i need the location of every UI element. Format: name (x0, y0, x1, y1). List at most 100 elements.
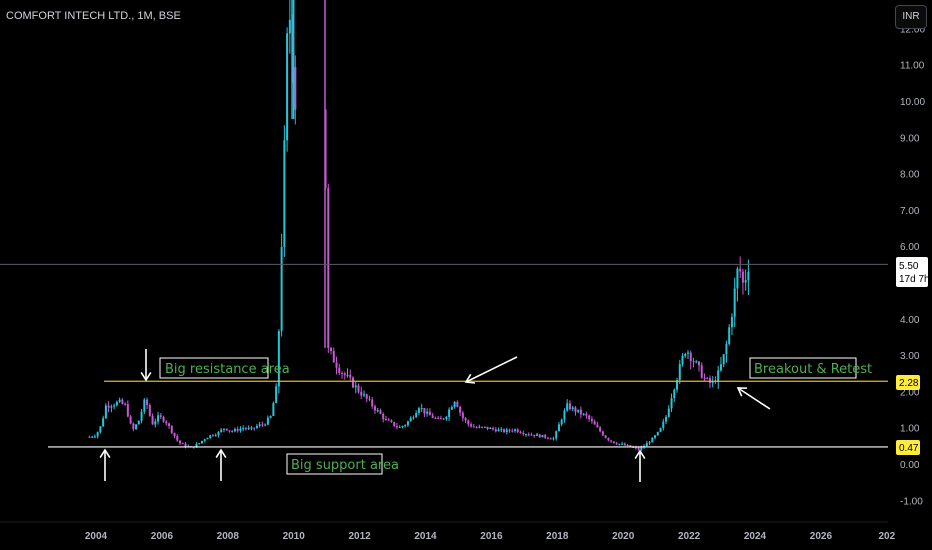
candle-body (503, 429, 506, 433)
candle-body (184, 443, 187, 447)
candle-body (568, 403, 571, 410)
candle-body (390, 420, 393, 422)
candle-body (494, 429, 497, 432)
candle-body (236, 428, 239, 431)
candle-body (697, 361, 700, 366)
candle-body (626, 445, 629, 447)
candle-body (736, 268, 739, 289)
candle-body (352, 377, 355, 388)
candle-body (445, 416, 448, 419)
candle-body (371, 399, 374, 407)
candle-body (261, 424, 264, 426)
candle-body (464, 418, 467, 421)
candle-body (384, 419, 387, 421)
candle-body (629, 445, 632, 447)
candle-body (546, 437, 549, 439)
candle-body (708, 378, 711, 383)
support-label-text: Big support area (291, 458, 399, 473)
left-arrow-icon (464, 356, 518, 384)
candle-body (231, 431, 234, 433)
candle-body (437, 418, 440, 420)
candle-body (327, 187, 330, 348)
candle-body (590, 418, 593, 422)
y-tick-label: 11.00 (900, 61, 925, 72)
candle-body (404, 425, 407, 427)
x-tick-label: 2024 (744, 531, 767, 542)
y-tick-label: 4.00 (900, 315, 920, 326)
currency-button[interactable]: INR (895, 5, 927, 29)
candle-body (656, 431, 659, 436)
candle-body (733, 288, 736, 317)
candle-body (524, 434, 527, 436)
candle-body (461, 412, 464, 419)
candle-body (579, 409, 582, 415)
candle-body (170, 425, 173, 433)
up-arrow-icon (215, 448, 227, 481)
resistance-price-value: 2.28 (899, 378, 919, 389)
down-arrow-icon (140, 349, 152, 382)
candle-body (571, 407, 574, 410)
candle-body (203, 439, 206, 441)
candle-body (728, 327, 731, 344)
candle-body (442, 418, 445, 420)
y-tick-label: 10.00 (900, 97, 925, 108)
candle-body (233, 428, 236, 432)
y-tick-label: 2.00 (900, 387, 920, 398)
resistance-label-text: Big resistance area (165, 362, 290, 377)
candle-body (96, 432, 99, 437)
candle-body (453, 401, 456, 408)
breakout-label: Breakout & Retest (749, 357, 872, 379)
resistance-price-tag: 2.28 (896, 375, 920, 390)
candle-body (577, 409, 580, 412)
candle-body (612, 441, 615, 444)
candle-body (179, 440, 182, 444)
candle-body (412, 417, 415, 419)
candle-body (456, 401, 459, 407)
x-tick-label: 2022 (678, 531, 701, 542)
candle-body (439, 418, 442, 420)
candle-body (148, 405, 151, 416)
x-tick-label: 2020 (612, 531, 635, 542)
candle-body (206, 438, 209, 440)
candle-body (673, 389, 676, 399)
candle-body (566, 403, 569, 411)
candle-body (467, 420, 470, 425)
x-tick-label: 2012 (348, 531, 371, 542)
candle-body (557, 424, 560, 432)
candle-body (519, 432, 522, 434)
candle-body (601, 431, 604, 436)
candle-body (401, 426, 404, 428)
candle-body (706, 378, 709, 380)
candle-body (222, 428, 225, 430)
candle-body (286, 33, 289, 141)
arrow-head (99, 448, 111, 459)
candle-body (475, 427, 478, 429)
arrow-head (736, 387, 748, 397)
candle-body (225, 428, 228, 431)
candle-body (228, 430, 231, 432)
candle-body (533, 434, 536, 436)
up-arrow-icon (99, 448, 111, 481)
candle-body (132, 423, 135, 430)
candle-body (535, 434, 538, 436)
candle-body (198, 443, 201, 445)
candle-body (615, 443, 618, 445)
candle-body (93, 436, 96, 438)
candle-body (659, 427, 662, 432)
candle-body (596, 424, 599, 428)
candle-body (283, 140, 286, 248)
breakout-label-text: Breakout & Retest (754, 362, 872, 377)
candle-body (107, 405, 110, 408)
candle-body (154, 421, 157, 425)
candle-body (544, 435, 547, 438)
levels-layer (0, 263, 888, 448)
candle-body (209, 435, 212, 439)
candle-body (151, 415, 154, 425)
candles-layer (88, 0, 750, 452)
candle-body (242, 428, 245, 430)
candle-body (667, 408, 670, 417)
candle-body (269, 416, 272, 418)
candle-body (362, 394, 365, 396)
candle-body (722, 354, 725, 365)
